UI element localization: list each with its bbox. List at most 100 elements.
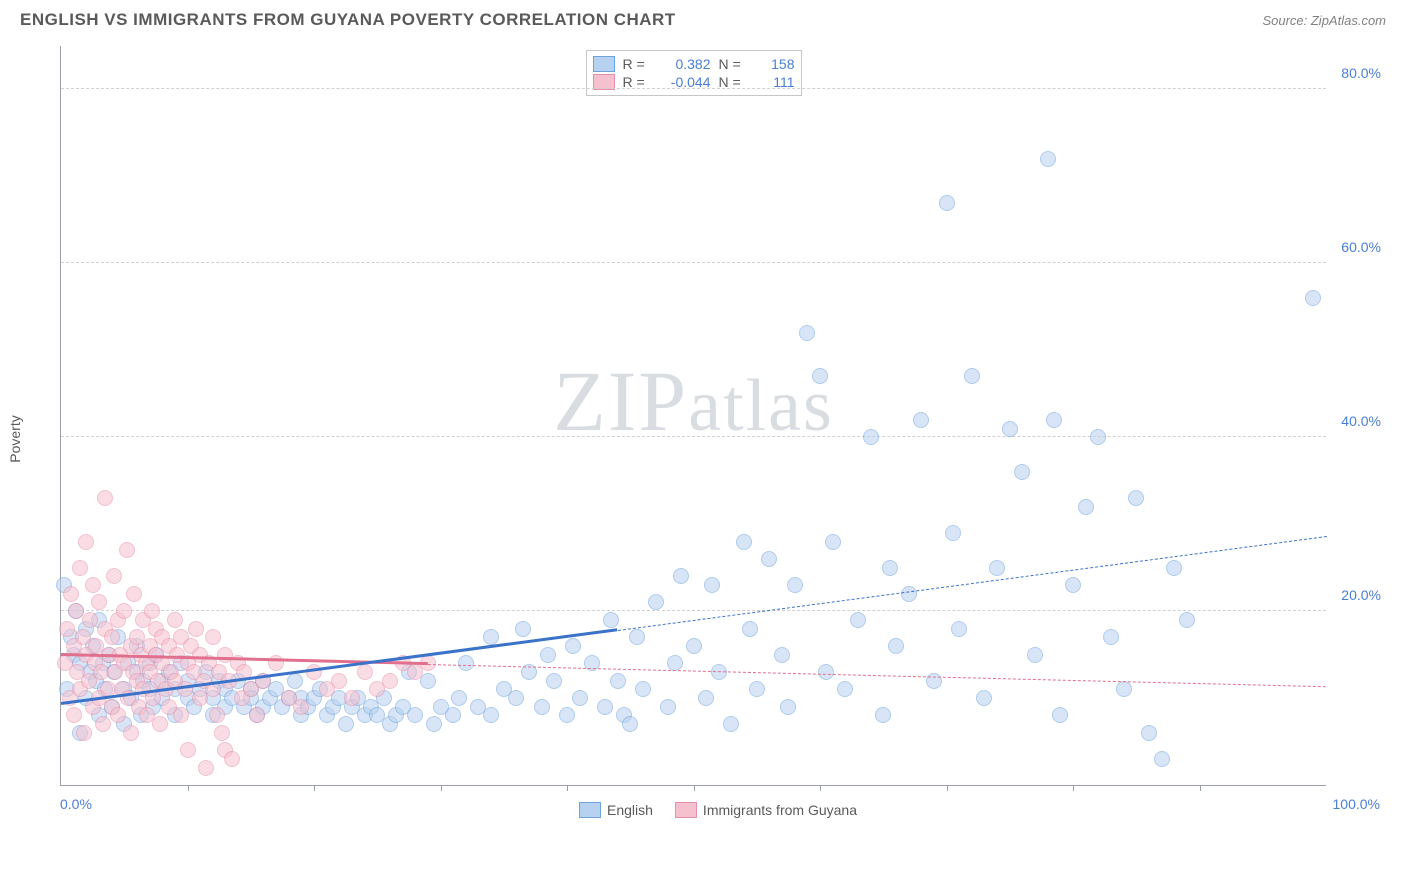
scatter-point-guyana (205, 629, 221, 645)
x-tick (947, 785, 948, 791)
scatter-point-english (1179, 612, 1195, 628)
scatter-point-english (939, 195, 955, 211)
scatter-point-guyana (72, 560, 88, 576)
x-tick (820, 785, 821, 791)
scatter-point-english (1027, 647, 1043, 663)
scatter-point-guyana (180, 742, 196, 758)
scatter-point-english (863, 429, 879, 445)
r-value-english: 0.382 (659, 56, 711, 72)
scatter-point-english (534, 699, 550, 715)
scatter-point-english (1065, 577, 1081, 593)
scatter-point-guyana (95, 716, 111, 732)
scatter-point-guyana (91, 594, 107, 610)
trend-line (428, 664, 1326, 687)
scatter-point-english (1014, 464, 1030, 480)
scatter-point-english (660, 699, 676, 715)
series-legend: English Immigrants from Guyana (579, 802, 857, 818)
scatter-point-english (837, 681, 853, 697)
n-value-english: 158 (755, 56, 795, 72)
scatter-point-english (780, 699, 796, 715)
scatter-point-english (913, 412, 929, 428)
n-label: N = (719, 56, 747, 72)
legend-label-guyana: Immigrants from Guyana (703, 802, 857, 818)
x-tick (1200, 785, 1201, 791)
scatter-point-english (603, 612, 619, 628)
scatter-point-guyana (293, 699, 309, 715)
scatter-point-guyana (110, 707, 126, 723)
scatter-point-english (1090, 429, 1106, 445)
legend-item-guyana: Immigrants from Guyana (675, 802, 857, 818)
scatter-point-guyana (76, 725, 92, 741)
scatter-point-english (686, 638, 702, 654)
scatter-point-guyana (224, 751, 240, 767)
scatter-point-guyana (78, 534, 94, 550)
x-tick (314, 785, 315, 791)
scatter-point-english (451, 690, 467, 706)
scatter-point-guyana (188, 621, 204, 637)
scatter-point-english (882, 560, 898, 576)
stats-row-english: R = 0.382 N = 158 (593, 55, 795, 73)
scatter-point-guyana (249, 707, 265, 723)
scatter-point-guyana (152, 716, 168, 732)
scatter-point-guyana (104, 629, 120, 645)
scatter-point-guyana (173, 707, 189, 723)
gridline (61, 88, 1326, 89)
x-tick (694, 785, 695, 791)
swatch-english (579, 802, 601, 818)
scatter-point-guyana (167, 612, 183, 628)
scatter-point-english (964, 368, 980, 384)
swatch-english (593, 56, 615, 72)
scatter-point-english (825, 534, 841, 550)
scatter-point-english (483, 629, 499, 645)
scatter-point-english (629, 629, 645, 645)
scatter-point-guyana (97, 490, 113, 506)
scatter-point-english (546, 673, 562, 689)
swatch-guyana (675, 802, 697, 818)
scatter-point-english (426, 716, 442, 732)
scatter-point-english (673, 568, 689, 584)
scatter-point-guyana (59, 621, 75, 637)
scatter-point-english (635, 681, 651, 697)
scatter-point-english (901, 586, 917, 602)
source-attribution: Source: ZipAtlas.com (1262, 13, 1386, 28)
scatter-point-english (926, 673, 942, 689)
scatter-point-guyana (116, 603, 132, 619)
scatter-point-english (1040, 151, 1056, 167)
scatter-point-english (888, 638, 904, 654)
scatter-point-english (559, 707, 575, 723)
scatter-point-guyana (331, 673, 347, 689)
scatter-point-english (787, 577, 803, 593)
scatter-point-english (338, 716, 354, 732)
scatter-point-english (1305, 290, 1321, 306)
scatter-point-guyana (144, 603, 160, 619)
y-tick-label: 20.0% (1341, 587, 1381, 603)
scatter-point-english (1103, 629, 1119, 645)
scatter-point-english (698, 690, 714, 706)
scatter-point-english (407, 707, 423, 723)
scatter-point-english (812, 368, 828, 384)
scatter-point-english (736, 534, 752, 550)
scatter-point-english (723, 716, 739, 732)
scatter-point-english (597, 699, 613, 715)
chart-container: Poverty ZIPatlas R = 0.382 N = 158 R = -… (50, 36, 1386, 826)
scatter-point-english (445, 707, 461, 723)
scatter-point-guyana (119, 542, 135, 558)
scatter-point-english (1154, 751, 1170, 767)
scatter-point-english (1052, 707, 1068, 723)
scatter-point-guyana (126, 586, 142, 602)
plot-area: ZIPatlas R = 0.382 N = 158 R = -0.044 N … (60, 46, 1326, 786)
scatter-point-english (818, 664, 834, 680)
scatter-point-guyana (63, 586, 79, 602)
scatter-point-english (704, 577, 720, 593)
scatter-point-english (622, 716, 638, 732)
x-tick (567, 785, 568, 791)
scatter-point-english (1128, 490, 1144, 506)
legend-label-english: English (607, 802, 653, 818)
scatter-point-english (1046, 412, 1062, 428)
scatter-point-english (761, 551, 777, 567)
scatter-point-english (287, 673, 303, 689)
scatter-point-english (610, 673, 626, 689)
scatter-point-english (774, 647, 790, 663)
scatter-point-english (1116, 681, 1132, 697)
scatter-point-guyana (344, 690, 360, 706)
